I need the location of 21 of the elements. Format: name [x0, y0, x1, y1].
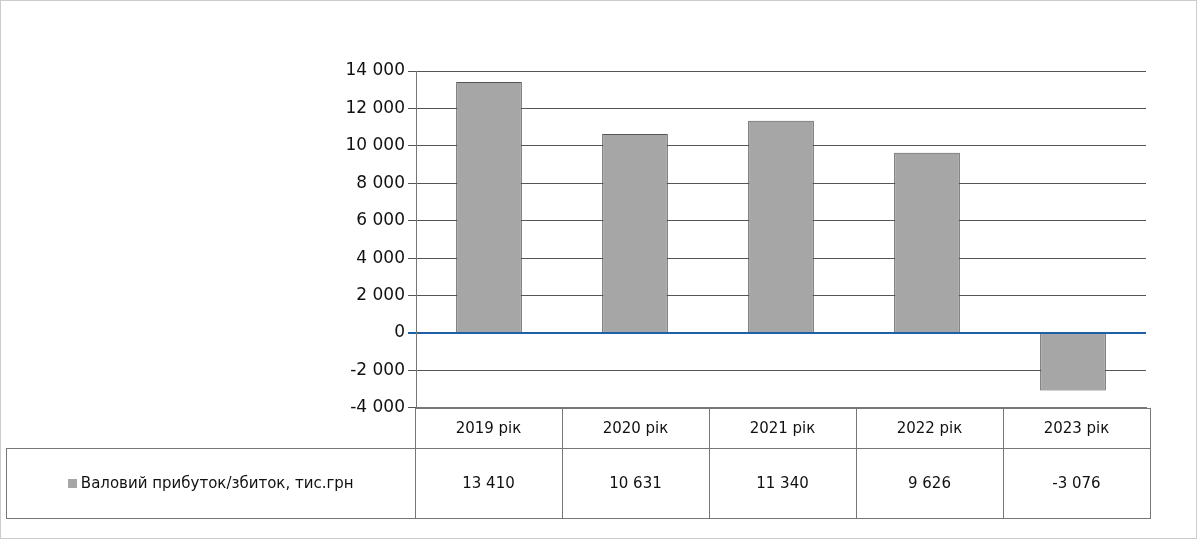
- y-tick-label: 10 000: [345, 134, 405, 155]
- y-tick-label: 14 000: [345, 59, 405, 80]
- data-label: 13 410: [415, 448, 562, 519]
- x-tick-label: 2021 рік: [709, 408, 856, 449]
- x-tick-label: 2023 рік: [1003, 408, 1150, 449]
- y-tick-label: 8 000: [356, 171, 405, 192]
- data-label: 11 340: [709, 448, 856, 519]
- y-tick-label: -2 000: [350, 358, 405, 379]
- y-tick-label: -4 000: [350, 396, 405, 417]
- y-tick-label: 12 000: [345, 96, 405, 117]
- data-label: 10 631: [562, 448, 709, 519]
- y-tick-label: 6 000: [356, 209, 405, 230]
- y-tick-label: 0: [394, 321, 405, 342]
- data-label: 9 626: [856, 448, 1003, 519]
- y-tick-label: 4 000: [356, 246, 405, 267]
- legend-label: Валовий прибуток/збиток, тис.грн: [6, 448, 415, 519]
- x-tick-label: 2022 рік: [856, 408, 1003, 449]
- y-tick-label: 2 000: [356, 283, 405, 304]
- x-tick-label: 2020 рік: [562, 408, 709, 449]
- x-tick-label: 2019 рік: [415, 408, 562, 449]
- data-label: -3 076: [1003, 448, 1150, 519]
